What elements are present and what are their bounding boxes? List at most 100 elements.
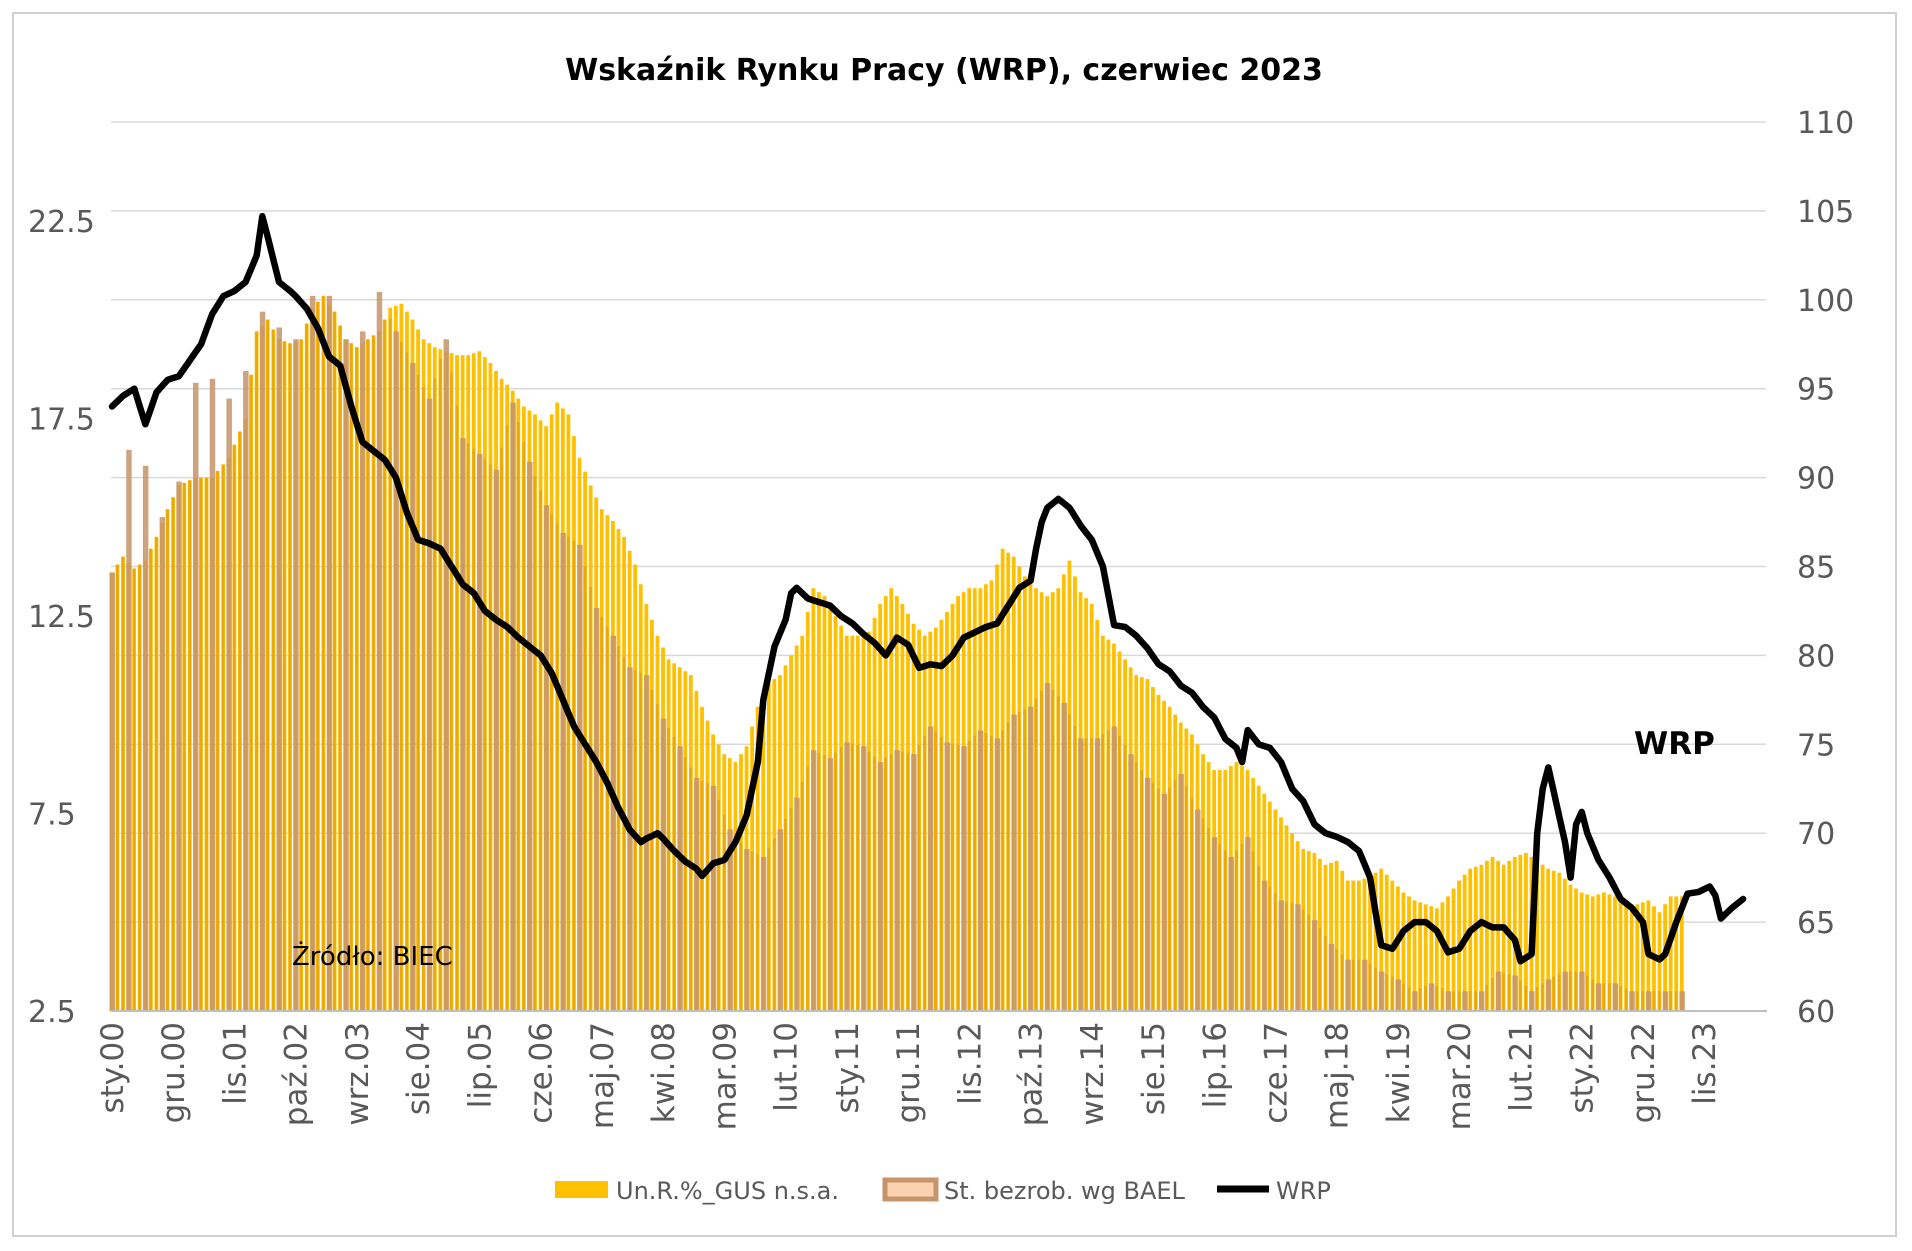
- x-axis-ticks: sty.00 gru.00 lis.01 paź.02 wrz.03 sie.04 lip.…: [95, 1022, 1723, 1130]
- bar-bael-fill: [1591, 979, 1594, 1011]
- bar-bael-fill: [271, 329, 275, 1011]
- x-tick-label: lis.23: [1687, 1022, 1723, 1105]
- bar-gus: [1429, 906, 1434, 1011]
- bar-bael-fill: [767, 847, 771, 1011]
- bar-bael-fill: [1441, 988, 1444, 1011]
- bar-bael-fill: [1602, 983, 1606, 1011]
- x-tick-label: lut.10: [769, 1022, 805, 1112]
- bar-bael-fill: [232, 444, 236, 1011]
- chart-title: Wskaźnik Rynku Pracy (WRP), czerwiec 202…: [565, 53, 1323, 88]
- chart-frame: Wskaźnik Rynku Pracy (WRP), czerwiec 202…: [12, 12, 1897, 1237]
- bar-bael-fill: [789, 808, 793, 1011]
- bar-bael-fill: [906, 752, 910, 1011]
- bar-bael: [593, 607, 600, 1011]
- bar-bael: [1261, 880, 1268, 1011]
- bar-bael-fill: [1351, 959, 1355, 1011]
- bar-bael-fill: [1674, 991, 1678, 1011]
- x-tick-label: kwi.19: [1381, 1022, 1417, 1123]
- bar-bael-fill: [1474, 991, 1478, 1011]
- bar-bael: [142, 465, 149, 1011]
- bar-bael: [1612, 983, 1619, 1011]
- bar-bael-fill: [466, 443, 470, 1011]
- bar-bael-fill: [867, 751, 871, 1011]
- bar-bael: [1061, 702, 1067, 1011]
- bar-gus: [1568, 884, 1573, 1011]
- bar-bael-fill: [1535, 987, 1539, 1011]
- bar-bael-fill: [1157, 788, 1160, 1011]
- bar-gus: [1551, 870, 1556, 1011]
- bar-gus: [1613, 896, 1617, 1011]
- bar-bael: [844, 742, 850, 1011]
- bar-bael-fill: [834, 752, 837, 1011]
- bar-bael: [276, 327, 283, 1011]
- bar-bael-fill: [1624, 988, 1628, 1011]
- y-right-tick-label: 110: [1797, 106, 1854, 141]
- bar-gus: [1640, 902, 1645, 1011]
- bar-gus: [1395, 886, 1400, 1011]
- bar-bael: [677, 746, 683, 1011]
- bar-bael-fill: [1385, 974, 1388, 1011]
- bar-gus: [1479, 864, 1484, 1011]
- bar-bael-fill: [489, 464, 492, 1011]
- bar-bael: [1529, 991, 1535, 1011]
- y-right-tick-label: 95: [1797, 373, 1835, 408]
- bar-bael-fill: [1390, 976, 1394, 1011]
- bar-bael: [1178, 773, 1184, 1011]
- bar-bael-fill: [689, 767, 693, 1011]
- bar-bael-fill: [138, 564, 141, 1011]
- bar-bael: [309, 295, 316, 1011]
- bar-bael-fill: [205, 477, 208, 1012]
- bar-bael-fill: [806, 766, 809, 1011]
- x-tick-label: sty.22: [1565, 1022, 1601, 1114]
- bar-bael: [961, 746, 967, 1011]
- bar-bael: [527, 461, 533, 1012]
- x-tick-label: cze.06: [524, 1022, 560, 1124]
- bar-bael-fill: [1017, 712, 1021, 1011]
- bar-bael-fill: [1173, 780, 1177, 1011]
- bar-bael-fill: [188, 480, 192, 1011]
- bar-bael: [460, 438, 466, 1012]
- bar-bael-fill: [121, 556, 125, 1011]
- bar-bael: [209, 378, 216, 1011]
- bar-bael-fill: [800, 781, 804, 1011]
- bar-bael: [643, 675, 650, 1011]
- x-tick-label: sty.11: [830, 1022, 866, 1114]
- bar-bael-fill: [1140, 769, 1143, 1011]
- bar-gus: [1434, 908, 1439, 1011]
- bar-bael-fill: [1518, 980, 1522, 1011]
- bar-bael-fill: [600, 617, 603, 1011]
- bar-bael-fill: [388, 318, 392, 1011]
- bar-bael-fill: [622, 656, 626, 1011]
- bar-bael-fill: [255, 331, 258, 1011]
- x-tick-label: mar.20: [1442, 1022, 1478, 1130]
- bar-bael: [326, 295, 333, 1011]
- bar-bael: [543, 505, 550, 1011]
- bar-bael: [1211, 837, 1218, 1011]
- bar-gus: [1512, 856, 1517, 1011]
- bar-gus: [1407, 896, 1411, 1011]
- bar-bael: [493, 469, 500, 1012]
- bar-bael-fill: [605, 626, 609, 1011]
- bar-bael-fill: [372, 335, 375, 1011]
- bar-gus: [1490, 856, 1495, 1011]
- bar-gus: [1357, 880, 1361, 1011]
- bar-bael-fill: [1006, 722, 1010, 1011]
- bar-bael-fill: [1435, 985, 1439, 1011]
- bar-bael-fill: [967, 741, 971, 1011]
- bar-bael-fill: [1001, 730, 1004, 1011]
- bar-bael-fill: [422, 386, 425, 1011]
- gridlines: [111, 121, 1766, 923]
- bar-bael-fill: [1457, 991, 1461, 1011]
- bar-bael-fill: [656, 704, 659, 1011]
- bar-bael-fill: [283, 341, 286, 1012]
- bar-gus: [1562, 878, 1567, 1011]
- bar-bael-fill: [522, 442, 526, 1011]
- bar-gus: [1501, 864, 1506, 1011]
- bar-bael: [376, 291, 383, 1011]
- bar-gus: [1368, 876, 1372, 1011]
- bar-bael-fill: [839, 747, 843, 1011]
- bar-bael: [109, 572, 115, 1011]
- bar-bael: [627, 667, 633, 1011]
- bar-bael: [410, 363, 416, 1011]
- bar-bael: [660, 718, 667, 1011]
